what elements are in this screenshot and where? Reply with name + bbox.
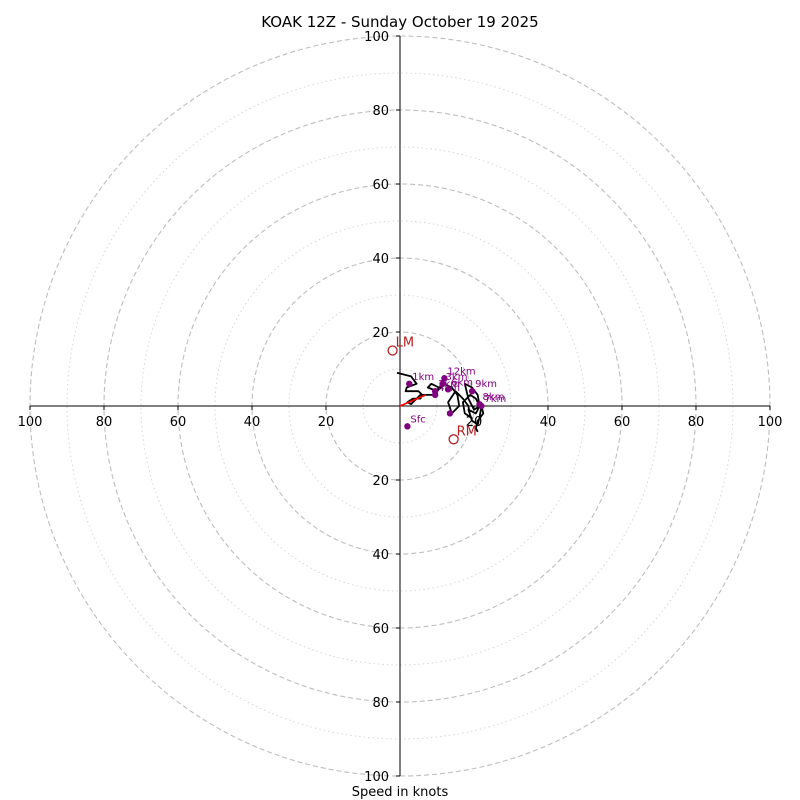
bunkers-shear-vector xyxy=(399,394,427,407)
y-tick-label: 80 xyxy=(372,696,389,711)
height-marker-label: 6km xyxy=(451,377,473,388)
height-marker xyxy=(476,400,483,408)
y-tick-label: 40 xyxy=(372,548,389,563)
tick-labels: 100 80 60 40 20 20 40 60 80 100100806040202040608… xyxy=(18,30,783,785)
storm-motion-marker xyxy=(387,345,398,356)
storm-motion-markers: LM RM xyxy=(387,336,477,445)
x-tick-label: 100 xyxy=(758,415,783,430)
height-marker xyxy=(446,410,454,417)
height-markers: Sfc1km2km3km4km6km7km8km9km12km xyxy=(404,366,506,430)
x-tick-label: 60 xyxy=(614,415,631,430)
x-tick-label: 40 xyxy=(540,415,557,430)
x-tick-label: 80 xyxy=(688,415,705,430)
y-tick-label: 60 xyxy=(372,178,389,193)
height-marker xyxy=(431,391,439,399)
height-marker xyxy=(444,386,452,393)
height-marker-label: 2km xyxy=(438,379,460,390)
y-tick-label: 100 xyxy=(364,30,389,45)
x-tick-label: 20 xyxy=(318,415,335,430)
x-axis-label: Speed in knots xyxy=(352,785,449,800)
y-tick-label: 80 xyxy=(372,104,389,119)
y-tick-label: 100 xyxy=(364,770,389,785)
hodograph-line xyxy=(396,371,485,433)
y-tick-label: 60 xyxy=(372,622,389,637)
height-marker xyxy=(468,388,476,395)
y-tick-label: 20 xyxy=(372,326,389,341)
x-tick-label: 100 xyxy=(18,415,43,430)
storm-motion-label: LM xyxy=(396,336,414,351)
height-marker xyxy=(439,380,446,387)
y-tick-label: 20 xyxy=(372,474,389,489)
storm-motion-label: RM xyxy=(457,424,477,439)
x-tick-label: 60 xyxy=(170,415,187,430)
storm-motion-marker xyxy=(448,434,459,445)
height-marker-label: 12km xyxy=(447,366,475,377)
height-marker xyxy=(404,423,411,430)
y-tick-label: 40 xyxy=(372,252,389,267)
height-marker xyxy=(441,375,448,382)
hodograph-trace xyxy=(396,371,485,433)
height-marker-label: 3km xyxy=(446,372,468,383)
height-marker-label: 8km xyxy=(483,392,505,403)
height-marker-label: 9km xyxy=(475,379,497,390)
height-marker xyxy=(406,380,413,387)
height-marker-label: Sfc xyxy=(410,414,425,425)
height-marker-label: 1km xyxy=(412,372,434,383)
x-tick-label: 40 xyxy=(244,415,261,430)
x-tick-label: 80 xyxy=(96,415,113,430)
height-marker-label: 7km xyxy=(484,394,506,405)
shear-vector xyxy=(399,394,427,407)
chart-title: KOAK 12Z - Sunday October 19 2025 xyxy=(261,13,538,31)
